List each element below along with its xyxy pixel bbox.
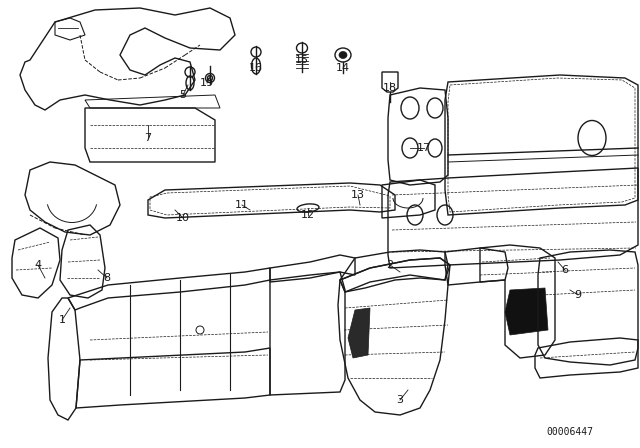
Text: 8: 8 [104, 273, 111, 283]
Text: 15: 15 [295, 55, 309, 65]
Text: 9: 9 [575, 290, 582, 300]
Polygon shape [505, 288, 548, 335]
Text: 17: 17 [417, 143, 431, 153]
Polygon shape [348, 308, 370, 358]
Text: 16: 16 [249, 63, 263, 73]
Text: 13: 13 [351, 190, 365, 200]
Text: 1: 1 [58, 315, 65, 325]
Text: 14: 14 [336, 63, 350, 73]
Text: 4: 4 [35, 260, 42, 270]
Text: 18: 18 [383, 83, 397, 93]
Text: 7: 7 [145, 133, 152, 143]
Text: 5: 5 [179, 90, 186, 100]
Text: 11: 11 [235, 200, 249, 210]
Text: 19: 19 [200, 78, 214, 88]
Text: 00006447: 00006447 [547, 427, 593, 437]
Text: 12: 12 [301, 210, 315, 220]
Text: 10: 10 [176, 213, 190, 223]
Text: 3: 3 [397, 395, 403, 405]
Text: 6: 6 [561, 265, 568, 275]
Text: 2: 2 [387, 260, 394, 270]
Ellipse shape [339, 52, 347, 59]
